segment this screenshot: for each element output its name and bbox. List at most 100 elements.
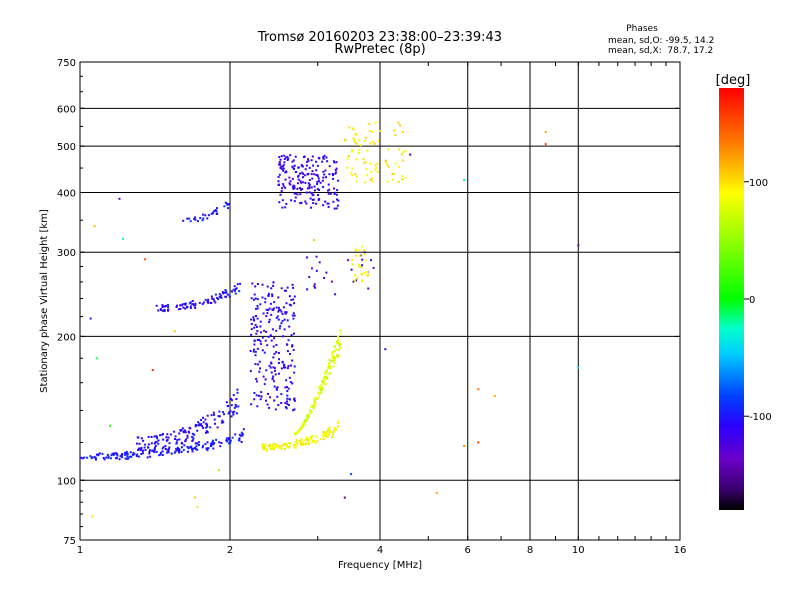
data-point bbox=[274, 443, 277, 446]
data-point bbox=[272, 309, 275, 311]
data-point bbox=[206, 414, 209, 417]
data-point bbox=[311, 177, 314, 180]
data-point bbox=[286, 343, 289, 346]
data-point bbox=[233, 285, 236, 288]
data-point bbox=[167, 436, 170, 439]
data-point bbox=[237, 439, 240, 442]
data-point bbox=[295, 171, 298, 173]
data-point bbox=[217, 415, 220, 418]
data-point bbox=[365, 274, 368, 277]
data-point bbox=[285, 202, 288, 205]
data-point bbox=[200, 419, 202, 422]
data-point bbox=[272, 307, 275, 310]
data-point bbox=[288, 303, 291, 306]
data-point bbox=[280, 367, 283, 370]
data-point bbox=[206, 217, 209, 220]
y-tick-label: 100 bbox=[57, 476, 76, 487]
y-tick-label: 200 bbox=[57, 332, 76, 343]
data-point bbox=[253, 398, 256, 401]
data-point bbox=[293, 168, 295, 170]
data-point bbox=[283, 289, 286, 292]
data-point bbox=[210, 442, 213, 445]
data-point bbox=[148, 452, 151, 455]
data-point bbox=[300, 164, 303, 167]
data-point bbox=[295, 432, 298, 435]
data-point bbox=[142, 439, 145, 442]
data-point bbox=[299, 193, 302, 196]
data-point bbox=[281, 312, 284, 315]
data-point bbox=[150, 435, 153, 438]
data-point bbox=[153, 442, 156, 445]
data-point bbox=[310, 186, 313, 189]
data-point bbox=[374, 164, 377, 167]
data-point bbox=[327, 432, 330, 435]
data-point bbox=[258, 338, 260, 341]
data-point bbox=[372, 266, 375, 269]
data-point bbox=[319, 181, 322, 184]
data-point bbox=[326, 373, 329, 376]
data-point bbox=[189, 427, 192, 430]
data-point bbox=[355, 180, 358, 183]
data-point bbox=[168, 446, 171, 449]
data-point bbox=[332, 177, 334, 180]
data-point bbox=[577, 244, 580, 247]
data-point bbox=[331, 436, 333, 438]
data-point bbox=[256, 283, 259, 285]
data-point bbox=[287, 365, 290, 367]
data-point bbox=[283, 366, 286, 369]
data-point bbox=[280, 165, 283, 168]
data-point bbox=[96, 453, 99, 456]
data-point bbox=[398, 148, 401, 151]
data-point bbox=[152, 450, 155, 452]
data-point bbox=[228, 442, 231, 445]
data-point bbox=[109, 424, 112, 427]
data-point bbox=[314, 404, 316, 407]
data-point bbox=[222, 292, 224, 295]
data-point bbox=[274, 408, 277, 411]
data-point bbox=[334, 293, 337, 296]
data-point bbox=[131, 453, 134, 456]
data-point bbox=[332, 431, 335, 434]
data-point bbox=[357, 152, 360, 155]
data-point bbox=[227, 438, 230, 441]
data-point bbox=[300, 438, 303, 441]
data-point bbox=[160, 451, 162, 454]
data-point bbox=[366, 174, 369, 177]
data-point bbox=[192, 437, 195, 440]
data-point bbox=[252, 316, 255, 319]
data-point bbox=[204, 418, 207, 421]
chart-title: Tromsø 20160203 23:38:00–23:39:43 bbox=[257, 30, 502, 45]
data-point bbox=[277, 444, 280, 447]
data-point bbox=[338, 345, 341, 348]
data-point bbox=[242, 428, 245, 431]
data-point bbox=[335, 207, 338, 210]
data-point bbox=[220, 442, 223, 444]
data-point bbox=[94, 456, 97, 459]
data-point bbox=[240, 431, 243, 434]
data-point bbox=[364, 181, 367, 184]
data-point bbox=[283, 442, 286, 445]
data-point bbox=[399, 124, 401, 127]
data-point bbox=[291, 359, 294, 362]
data-point bbox=[213, 413, 215, 416]
data-point bbox=[140, 453, 143, 455]
data-point bbox=[249, 350, 252, 352]
data-point bbox=[301, 165, 304, 168]
data-point bbox=[328, 365, 331, 368]
data-point bbox=[229, 410, 232, 413]
data-point bbox=[177, 449, 180, 452]
data-point bbox=[193, 447, 196, 450]
data-point bbox=[326, 429, 329, 432]
data-point bbox=[293, 398, 295, 401]
data-point bbox=[173, 330, 176, 333]
data-point bbox=[261, 443, 264, 446]
data-point bbox=[212, 212, 214, 215]
data-point bbox=[299, 202, 302, 205]
data-point bbox=[275, 388, 278, 391]
data-point bbox=[162, 446, 165, 449]
data-point bbox=[261, 445, 264, 448]
data-point bbox=[113, 452, 116, 455]
data-point bbox=[313, 185, 316, 188]
data-point bbox=[277, 362, 280, 364]
data-point bbox=[252, 298, 255, 301]
